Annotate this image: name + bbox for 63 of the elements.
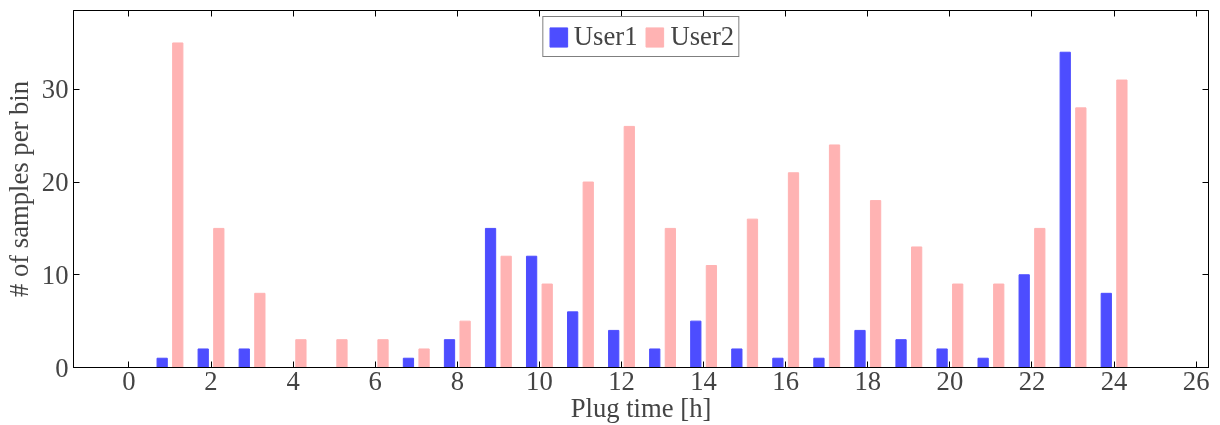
bar bbox=[746, 218, 759, 368]
y-tick-label: 30 bbox=[41, 74, 69, 105]
bar bbox=[1018, 274, 1030, 368]
bar bbox=[772, 357, 784, 368]
x-tick-label: 24 bbox=[1100, 365, 1128, 396]
bar bbox=[1075, 107, 1087, 368]
bar bbox=[197, 348, 209, 368]
bar bbox=[731, 348, 743, 368]
bar bbox=[484, 227, 497, 368]
bar bbox=[525, 255, 538, 368]
bar bbox=[1116, 79, 1128, 368]
x-tick-label: 10 bbox=[526, 365, 553, 396]
x-tick-label: 0 bbox=[122, 365, 136, 396]
bar bbox=[813, 357, 825, 368]
bar bbox=[582, 181, 594, 368]
bar bbox=[418, 348, 430, 368]
bar bbox=[295, 339, 307, 368]
bar bbox=[993, 283, 1005, 368]
bar bbox=[705, 265, 718, 368]
legend-label: User1 bbox=[573, 21, 638, 52]
y-tick-label: 10 bbox=[41, 259, 69, 290]
x-tick-label: 20 bbox=[936, 365, 964, 396]
x-tick-label: 22 bbox=[1018, 365, 1046, 396]
bar bbox=[911, 246, 923, 368]
legend-label: User2 bbox=[670, 21, 735, 52]
bar bbox=[459, 320, 471, 368]
bar bbox=[238, 348, 250, 368]
bar bbox=[336, 339, 348, 368]
bar bbox=[936, 348, 948, 368]
bar bbox=[402, 357, 415, 368]
x-tick-label: 6 bbox=[368, 365, 382, 396]
bar bbox=[664, 227, 676, 368]
bar bbox=[541, 283, 553, 368]
bar bbox=[690, 320, 702, 368]
x-tick-label: 8 bbox=[450, 365, 464, 396]
y-axis-title: # of samples per bin bbox=[3, 80, 34, 298]
x-tick-label: 2 bbox=[204, 365, 218, 396]
bar bbox=[608, 329, 620, 368]
x-tick-label: 16 bbox=[772, 365, 800, 396]
bar bbox=[1034, 227, 1046, 368]
bar bbox=[377, 339, 389, 368]
bar bbox=[443, 339, 456, 368]
bar bbox=[156, 357, 168, 368]
y-tick-label: 20 bbox=[41, 167, 69, 198]
x-tick-label: 18 bbox=[854, 365, 882, 396]
bar bbox=[623, 125, 635, 368]
bar bbox=[1100, 292, 1112, 368]
bar bbox=[895, 339, 907, 368]
bar bbox=[172, 42, 184, 368]
x-tick-label: 4 bbox=[286, 365, 300, 396]
bar bbox=[854, 329, 866, 368]
bar bbox=[952, 283, 964, 368]
bar bbox=[1059, 51, 1071, 368]
bar bbox=[977, 357, 989, 368]
x-tick-label: 26 bbox=[1182, 365, 1210, 396]
bar bbox=[500, 255, 512, 368]
bar bbox=[567, 311, 579, 368]
bar bbox=[213, 227, 225, 368]
bar bbox=[787, 172, 800, 368]
bar bbox=[254, 292, 266, 368]
bar bbox=[869, 200, 882, 368]
bar bbox=[828, 144, 841, 368]
bar bbox=[649, 348, 661, 368]
